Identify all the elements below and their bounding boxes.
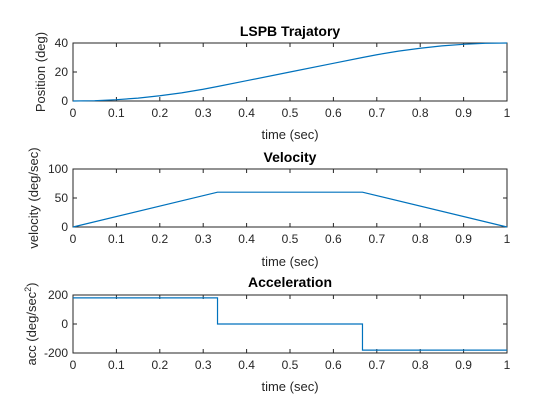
velocity-chart-title: Velocity: [264, 149, 317, 165]
acceleration-x-tick-label: 0.9: [455, 358, 472, 372]
velocity-subplot: Velocity 0 0.1 0.2 0.3 0.4 0.5 0.6 0.7 0.8 0.9 1 0 5…: [26, 147, 511, 269]
velocity-x-axis-label: time (sec): [261, 254, 318, 269]
position-y-tick-label: 0: [61, 94, 68, 108]
position-x-tick-label: 0.8: [412, 106, 429, 120]
position-x-tick-label: 0.1: [108, 106, 125, 120]
acceleration-x-tick-label: 1: [504, 358, 511, 372]
position-x-axis-label: time (sec): [261, 127, 318, 142]
position-x-tick-label: 1: [504, 106, 511, 120]
acceleration-x-tick-label: 0.1: [108, 358, 125, 372]
velocity-x-tick-label: 0.5: [282, 232, 299, 246]
velocity-x-tick-label: 0.2: [151, 232, 168, 246]
velocity-plot-area: [72, 168, 508, 228]
position-x-tick-label: 0.2: [151, 106, 168, 120]
velocity-series-line: [72, 191, 508, 228]
velocity-y-axis-label: velocity (deg/sec): [26, 147, 41, 248]
position-subplot: LSPB Trajatory 0 0.1 0.2 0.3 0.4 0.5 0.6 0.7 0.8…: [33, 23, 511, 142]
velocity-tick-group: 0 0.1 0.2 0.3 0.4 0.5 0.6 0.7 0.8 0.9 1 0 50 100: [48, 162, 511, 246]
position-x-tick-label: 0: [70, 106, 77, 120]
acceleration-x-tick-label: 0.5: [282, 358, 299, 372]
acceleration-x-tick-label: 0.8: [412, 358, 429, 372]
acceleration-subplot: Acceleration 0 0.1 0.2 0.3 0.4 0.5 0.6 0.7 0.8 0.…: [23, 274, 511, 394]
velocity-x-tick-label: 0.1: [108, 232, 125, 246]
velocity-y-tick-label: 0: [61, 220, 68, 234]
acceleration-x-tick-label: 0: [70, 358, 77, 372]
velocity-x-tick-label: 0.8: [412, 232, 429, 246]
acceleration-y-tick-label: -200: [44, 346, 68, 360]
position-y-tick-label: 40: [55, 36, 69, 50]
acceleration-chart-title: Acceleration: [248, 274, 332, 290]
acceleration-x-tick-label: 0.7: [368, 358, 385, 372]
velocity-y-tick-label: 50: [55, 191, 69, 205]
acceleration-y-axis-label: acc (deg/sec2): [23, 282, 39, 365]
position-x-tick-label: 0.3: [195, 106, 212, 120]
acceleration-x-tick-label: 0.3: [195, 358, 212, 372]
position-x-tick-label: 0.5: [282, 106, 299, 120]
position-tick-group: 0 0.1 0.2 0.3 0.4 0.5 0.6 0.7 0.8 0.9 1 0 20 40: [55, 36, 511, 120]
position-x-tick-label: 0.4: [238, 106, 255, 120]
velocity-x-tick-label: 0.6: [325, 232, 342, 246]
position-chart-title: LSPB Trajatory: [240, 23, 341, 39]
position-x-tick-label: 0.6: [325, 106, 342, 120]
velocity-x-tick-label: 1: [504, 232, 511, 246]
position-x-tick-label: 0.9: [455, 106, 472, 120]
acceleration-x-tick-label: 0.2: [151, 358, 168, 372]
acceleration-x-tick-label: 0.6: [325, 358, 342, 372]
velocity-y-tick-label: 100: [48, 162, 68, 176]
velocity-x-tick-label: 0.7: [368, 232, 385, 246]
acceleration-x-tick-label: 0.4: [238, 358, 255, 372]
velocity-x-tick-label: 0.9: [455, 232, 472, 246]
velocity-x-tick-label: 0.3: [195, 232, 212, 246]
velocity-x-tick-label: 0: [70, 232, 77, 246]
acceleration-y-tick-label: 0: [61, 317, 68, 331]
position-series-line: [72, 42, 508, 102]
velocity-x-tick-label: 0.4: [238, 232, 255, 246]
acceleration-y-tick-label: 200: [48, 288, 68, 302]
acceleration-series-line: [73, 297, 507, 351]
acceleration-x-axis-label: time (sec): [261, 379, 318, 394]
position-x-tick-label: 0.7: [368, 106, 385, 120]
position-y-axis-label: Position (deg): [33, 32, 48, 112]
position-y-tick-label: 20: [55, 65, 69, 79]
